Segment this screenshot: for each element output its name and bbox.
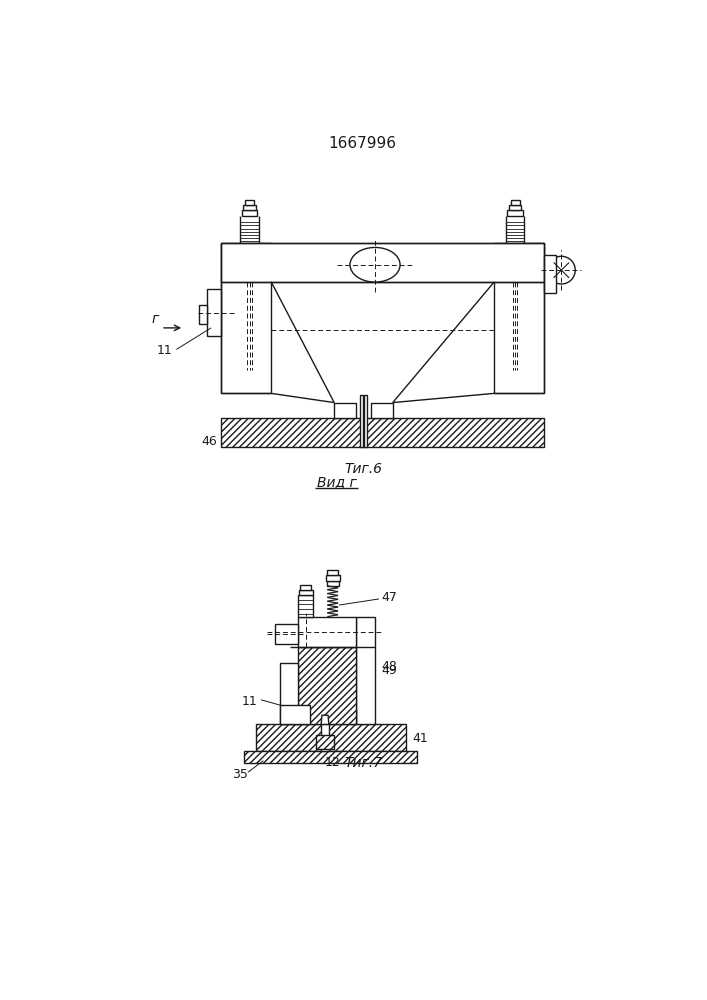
Bar <box>298 647 356 724</box>
Bar <box>221 418 544 447</box>
Bar <box>334 403 356 418</box>
Polygon shape <box>321 715 329 724</box>
Text: 48: 48 <box>381 660 397 673</box>
Text: 35: 35 <box>233 768 248 781</box>
Bar <box>275 624 298 644</box>
Bar <box>352 709 356 724</box>
Bar <box>299 590 312 595</box>
Bar <box>326 575 339 581</box>
Text: Τиг.6: Τиг.6 <box>344 462 382 476</box>
Text: 1667996: 1667996 <box>328 136 396 151</box>
Text: 47: 47 <box>381 591 397 604</box>
Bar <box>244 751 417 763</box>
Bar <box>356 617 375 724</box>
Bar <box>544 255 556 293</box>
Bar <box>281 705 310 724</box>
Text: Вид г: Вид г <box>317 475 356 489</box>
Text: г: г <box>151 312 158 326</box>
Bar <box>510 200 520 205</box>
Bar <box>300 585 311 590</box>
Bar <box>298 595 313 617</box>
Bar <box>298 617 356 647</box>
Bar <box>199 305 207 324</box>
Bar <box>327 570 338 575</box>
Bar <box>371 403 393 418</box>
Bar <box>327 581 339 586</box>
Text: 41: 41 <box>412 732 428 745</box>
Bar <box>364 395 368 447</box>
Text: Τиг.7: Τиг.7 <box>344 756 382 770</box>
Text: 11: 11 <box>157 344 173 358</box>
Text: 11: 11 <box>242 695 257 708</box>
Bar <box>242 210 257 216</box>
Ellipse shape <box>350 247 400 282</box>
Bar <box>207 289 221 336</box>
Bar <box>494 243 544 393</box>
Bar <box>508 210 523 216</box>
Bar <box>256 724 406 751</box>
Text: 46: 46 <box>201 435 217 448</box>
Text: 49: 49 <box>381 664 397 677</box>
Text: 12: 12 <box>325 756 341 769</box>
Bar <box>221 243 271 393</box>
Bar <box>281 663 298 724</box>
Bar <box>509 205 521 210</box>
Bar <box>245 200 254 205</box>
Bar <box>316 735 334 749</box>
Bar <box>243 205 256 210</box>
Bar <box>321 713 329 751</box>
Ellipse shape <box>547 256 575 284</box>
Bar <box>360 395 363 447</box>
Bar <box>221 243 544 282</box>
